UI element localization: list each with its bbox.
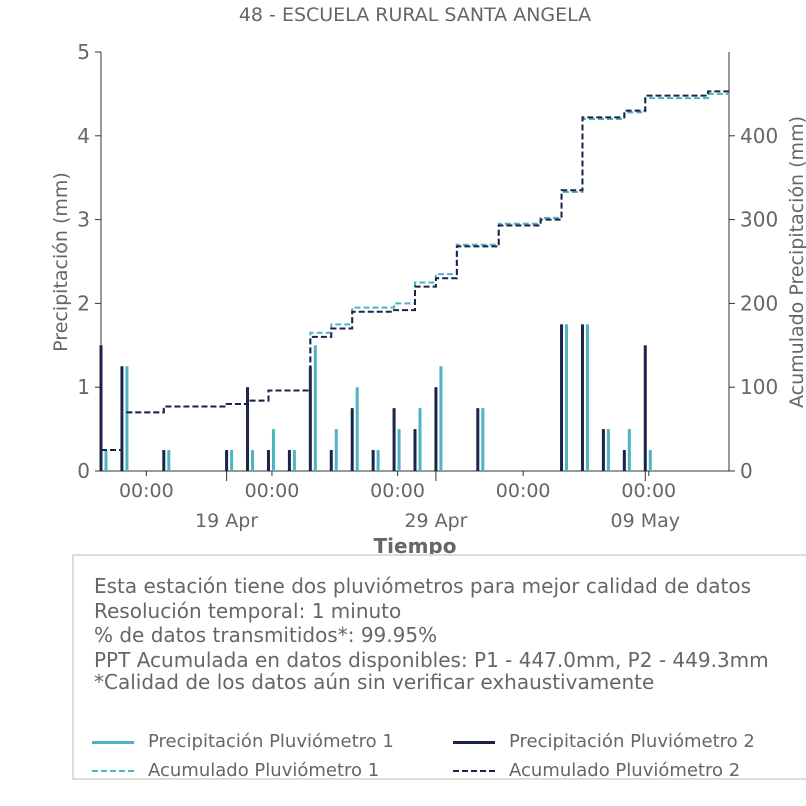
precip-bar — [266, 450, 270, 471]
chart-title: 48 - ESCUELA RURAL SANTA ANGELA — [239, 4, 591, 26]
y-tick-label-left: 3 — [77, 208, 90, 232]
legend-swatch-p2 — [453, 741, 495, 744]
x-major-tick-label: 09 May — [611, 510, 681, 532]
chart-axes: 0 1 2 3 4 5 0 100 200 300 400 00:00 00:00 00:00 00:00 0… — [77, 40, 778, 532]
precip-bar — [350, 408, 354, 471]
precip-bar — [622, 450, 626, 471]
precip-bar — [560, 324, 564, 471]
info-line-resolution: Resolución temporal: 1 minuto — [94, 599, 402, 623]
x-minor-tick-label: 00:00 — [496, 480, 551, 502]
precip-bar — [230, 450, 234, 471]
info-line-stations: Esta estación tiene dos pluviómetros par… — [94, 574, 752, 598]
x-minor-tick-label: 00:00 — [119, 480, 174, 502]
precip-bar — [225, 450, 229, 471]
precip-bar — [397, 429, 401, 471]
y-tick-label-left: 5 — [77, 40, 90, 64]
x-minor-tick-label: 00:00 — [370, 480, 425, 502]
legend-swatch-cum-p1 — [92, 770, 134, 772]
precip-bar — [643, 345, 647, 471]
info-line-transmitted: % de datos transmitidos*: 99.95% — [94, 623, 438, 647]
precip-bar — [355, 387, 359, 471]
info-line-quality-note: *Calidad de los datos aún sin verificar … — [94, 670, 655, 694]
precip-bar — [246, 387, 250, 471]
precip-bar — [439, 366, 443, 471]
y-tick-label-right: 100 — [740, 375, 778, 399]
precip-bar — [120, 366, 124, 471]
precip-bar — [580, 324, 584, 471]
legend-swatch-p1 — [92, 741, 134, 744]
y-tick-label-right: 0 — [740, 459, 753, 483]
y-tick-label-right: 200 — [740, 291, 778, 315]
precip-bar — [601, 429, 605, 471]
precip-bar — [627, 429, 631, 471]
legend-label-cum-p2: Acumulado Pluviómetro 2 — [509, 760, 741, 781]
precip-bar — [162, 450, 166, 471]
legend-label-p1: Precipitación Pluviómetro 1 — [148, 731, 394, 752]
y-axis-label-right: Acumulado Precipitación (mm) — [786, 116, 806, 408]
precip-bar — [292, 450, 296, 471]
precip-bar — [413, 429, 417, 471]
cumulative-line-p1 — [101, 92, 729, 452]
precip-bar — [334, 429, 338, 471]
precip-bar — [481, 408, 485, 471]
precip-bar — [392, 408, 396, 471]
precip-bar — [287, 450, 291, 471]
precip-bar — [476, 408, 480, 471]
cumulative-line-p2 — [101, 90, 729, 452]
precip-bar — [648, 450, 652, 471]
info-line-accumulated: PPT Acumulada en datos disponibles: P1 -… — [94, 648, 769, 672]
precip-bar — [104, 450, 108, 471]
y-tick-label-left: 2 — [77, 291, 90, 315]
info-box: Esta estación tiene dos pluviómetros par… — [72, 554, 806, 781]
precip-bar — [434, 387, 438, 471]
legend-label-cum-p1: Acumulado Pluviómetro 1 — [148, 760, 380, 781]
cumulative-lines — [101, 90, 729, 452]
y-axis-label-left: Precipitación (mm) — [50, 172, 72, 352]
precip-bar — [167, 450, 171, 471]
x-major-tick-label: 19 Apr — [195, 510, 258, 532]
precip-bar — [99, 345, 103, 471]
precip-bar — [313, 345, 317, 471]
precip-bar — [271, 429, 275, 471]
precip-bar — [125, 366, 129, 471]
precip-bar — [606, 429, 610, 471]
precip-bar — [565, 324, 569, 471]
y-tick-label-left: 1 — [77, 375, 90, 399]
precip-bar — [251, 450, 255, 471]
x-minor-tick-label: 00:00 — [245, 480, 300, 502]
legend-label-p2: Precipitación Pluviómetro 2 — [509, 731, 755, 752]
precip-bar — [376, 450, 380, 471]
bars-pluviometro-2 — [99, 324, 647, 471]
y-tick-label-right: 400 — [740, 124, 778, 148]
y-tick-label-left: 4 — [77, 124, 90, 148]
x-minor-tick-label: 00:00 — [621, 480, 676, 502]
precip-bar — [418, 408, 422, 471]
bars-pluviometro-1 — [104, 324, 652, 471]
precip-bar — [329, 450, 333, 471]
precip-bar — [371, 450, 375, 471]
legend-swatch-cum-p2 — [453, 770, 495, 772]
precip-bar — [308, 366, 312, 471]
y-tick-label-left: 0 — [77, 459, 90, 483]
precip-bar — [585, 324, 589, 471]
y-tick-label-right: 300 — [740, 208, 778, 232]
x-major-tick-label: 29 Apr — [404, 510, 467, 532]
